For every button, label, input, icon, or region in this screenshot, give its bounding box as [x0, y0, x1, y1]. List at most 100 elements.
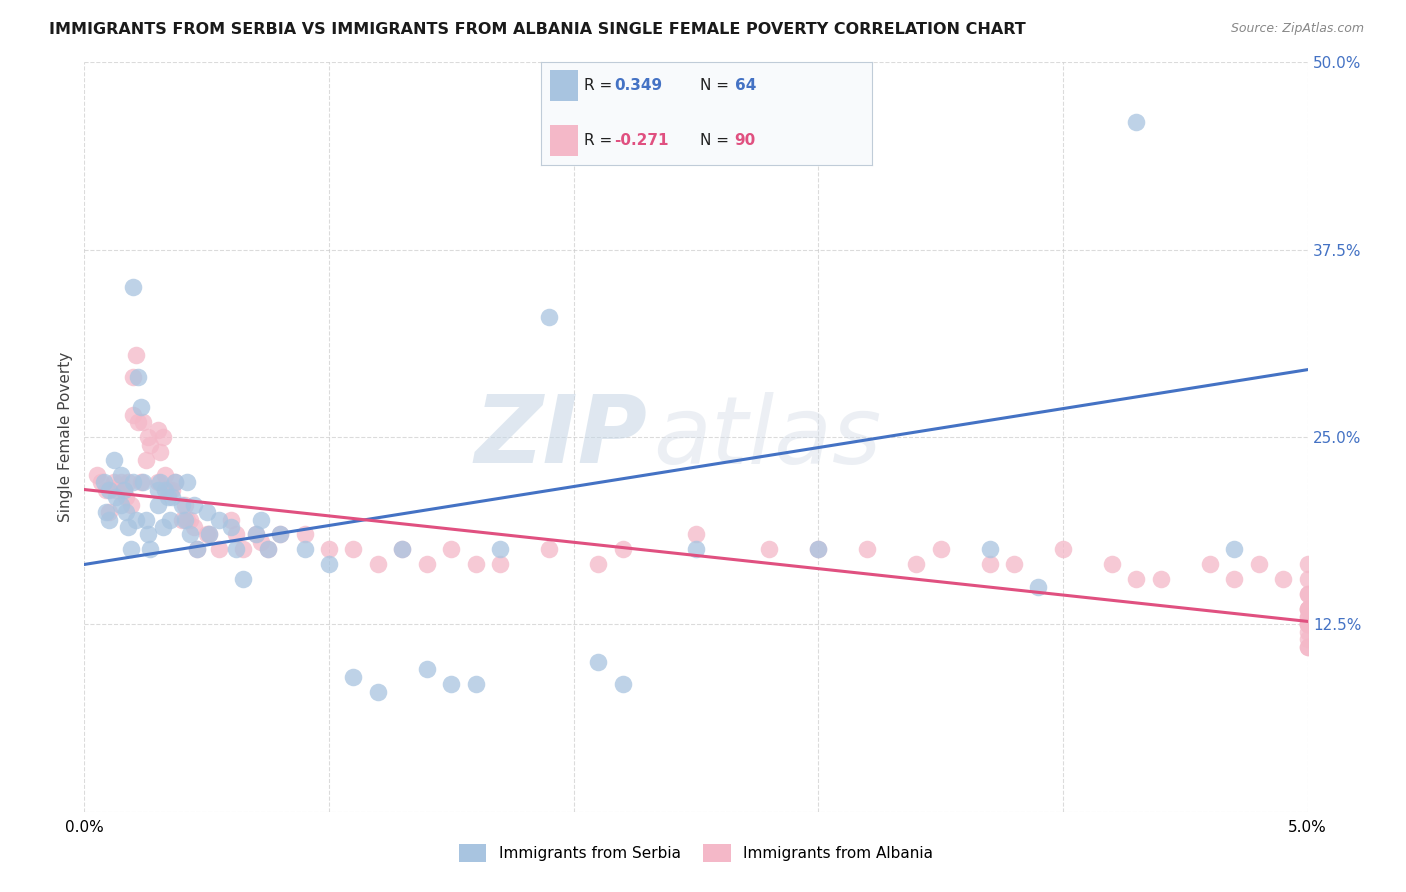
Point	[179, 527, 201, 541]
Point	[1296, 617, 1319, 632]
Point	[173, 498, 195, 512]
Point	[97, 483, 120, 497]
Point	[1296, 640, 1319, 654]
Bar	[550, 125, 578, 156]
Point	[249, 512, 271, 526]
Point	[269, 527, 291, 541]
Point	[464, 677, 486, 691]
Point	[225, 527, 247, 541]
Point	[1296, 617, 1319, 632]
Point	[125, 348, 148, 362]
Point	[1296, 624, 1319, 639]
Point	[122, 475, 145, 489]
Point	[149, 475, 172, 489]
Point	[136, 430, 159, 444]
Point	[219, 520, 242, 534]
Point	[173, 512, 195, 526]
Point	[125, 512, 148, 526]
Point	[257, 542, 280, 557]
Point	[93, 475, 115, 489]
Text: 90: 90	[734, 133, 756, 148]
Point	[120, 498, 142, 512]
Point	[538, 542, 561, 557]
Point	[186, 542, 208, 557]
Point	[163, 475, 186, 489]
Point	[1296, 587, 1319, 601]
Point	[103, 475, 125, 489]
Point	[249, 535, 271, 549]
Point	[269, 527, 291, 541]
Point	[135, 512, 157, 526]
Text: N =: N =	[700, 78, 734, 93]
Point	[929, 542, 952, 557]
Point	[198, 527, 221, 541]
Point	[245, 527, 267, 541]
Point	[416, 558, 439, 572]
Point	[219, 512, 242, 526]
Point	[1052, 542, 1074, 557]
Point	[1223, 573, 1246, 587]
Point	[159, 512, 181, 526]
Point	[245, 527, 267, 541]
Point	[172, 512, 194, 526]
Point	[110, 467, 132, 482]
Point	[146, 483, 169, 497]
Point	[159, 483, 181, 497]
Point	[176, 512, 198, 526]
Point	[152, 430, 174, 444]
Point	[856, 542, 879, 557]
Point	[1296, 617, 1319, 632]
Point	[97, 505, 120, 519]
Point	[1198, 558, 1220, 572]
Point	[1296, 632, 1319, 647]
Point	[1296, 617, 1319, 632]
Point	[1150, 573, 1173, 587]
Point	[318, 542, 340, 557]
Point	[1296, 602, 1319, 616]
Text: atlas: atlas	[654, 392, 882, 483]
Point	[149, 445, 172, 459]
Point	[90, 475, 112, 489]
Point	[342, 542, 364, 557]
Point	[367, 558, 389, 572]
Text: R =: R =	[585, 78, 617, 93]
Point	[318, 558, 340, 572]
Point	[135, 452, 157, 467]
Point	[110, 498, 132, 512]
Point	[294, 542, 316, 557]
Point	[612, 542, 634, 557]
Point	[162, 483, 184, 497]
Point	[117, 475, 139, 489]
Text: Source: ZipAtlas.com: Source: ZipAtlas.com	[1230, 22, 1364, 36]
Point	[156, 483, 179, 497]
Point	[208, 512, 231, 526]
Point	[105, 490, 128, 504]
Point	[979, 558, 1001, 572]
Point	[1101, 558, 1123, 572]
Point	[122, 280, 145, 294]
Point	[440, 542, 463, 557]
Text: IMMIGRANTS FROM SERBIA VS IMMIGRANTS FROM ALBANIA SINGLE FEMALE POVERTY CORRELAT: IMMIGRANTS FROM SERBIA VS IMMIGRANTS FRO…	[49, 22, 1026, 37]
Point	[586, 558, 609, 572]
Point	[153, 483, 176, 497]
Point	[186, 542, 208, 557]
Point	[440, 677, 463, 691]
Point	[1296, 602, 1319, 616]
Point	[257, 542, 280, 557]
Point	[183, 498, 205, 512]
Point	[127, 415, 149, 429]
Point	[1272, 573, 1295, 587]
Point	[115, 490, 138, 504]
Point	[1125, 573, 1147, 587]
Point	[489, 542, 512, 557]
Point	[136, 527, 159, 541]
Point	[129, 475, 152, 489]
Text: 64: 64	[734, 78, 756, 93]
Point	[127, 370, 149, 384]
Point	[1125, 115, 1147, 129]
Point	[391, 542, 413, 557]
Point	[110, 475, 132, 489]
Point	[225, 542, 247, 557]
Point	[232, 542, 254, 557]
Point	[86, 467, 108, 482]
